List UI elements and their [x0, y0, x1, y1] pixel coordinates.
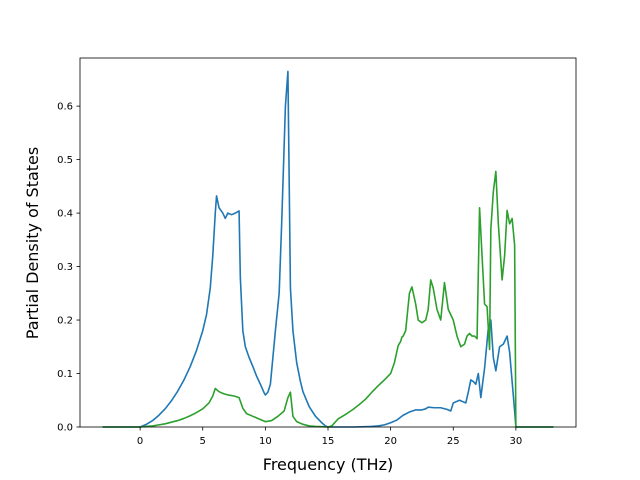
y-tick-label: 0.6: [57, 102, 73, 113]
x-tick-label: 25: [447, 436, 460, 447]
x-tick-label: 10: [259, 436, 272, 447]
series-line-2: [102, 170, 554, 428]
y-tick-label: 0.3: [57, 262, 73, 273]
y-tick-label: 0.2: [57, 316, 73, 327]
x-tick-label: 5: [200, 436, 206, 447]
y-tick-label: 0.1: [57, 369, 73, 380]
x-tick-label: 20: [384, 436, 397, 447]
x-tick-label: 15: [322, 436, 335, 447]
x-tick-label: 0: [137, 436, 143, 447]
x-axis-label: Frequency (THz): [263, 455, 393, 474]
y-tick-label: 0.0: [57, 423, 73, 434]
y-axis-label: Partial Density of States: [23, 147, 42, 339]
series-line-1: [102, 70, 554, 428]
x-tick-label: 30: [510, 436, 523, 447]
plot-area: 0 5 10 15 20 25 30 0.0 0.1 0.2 0.3 0.4 0.5 0.6: [57, 57, 577, 447]
y-tick-label: 0.4: [57, 209, 73, 220]
y-tick-label: 0.5: [57, 155, 73, 166]
